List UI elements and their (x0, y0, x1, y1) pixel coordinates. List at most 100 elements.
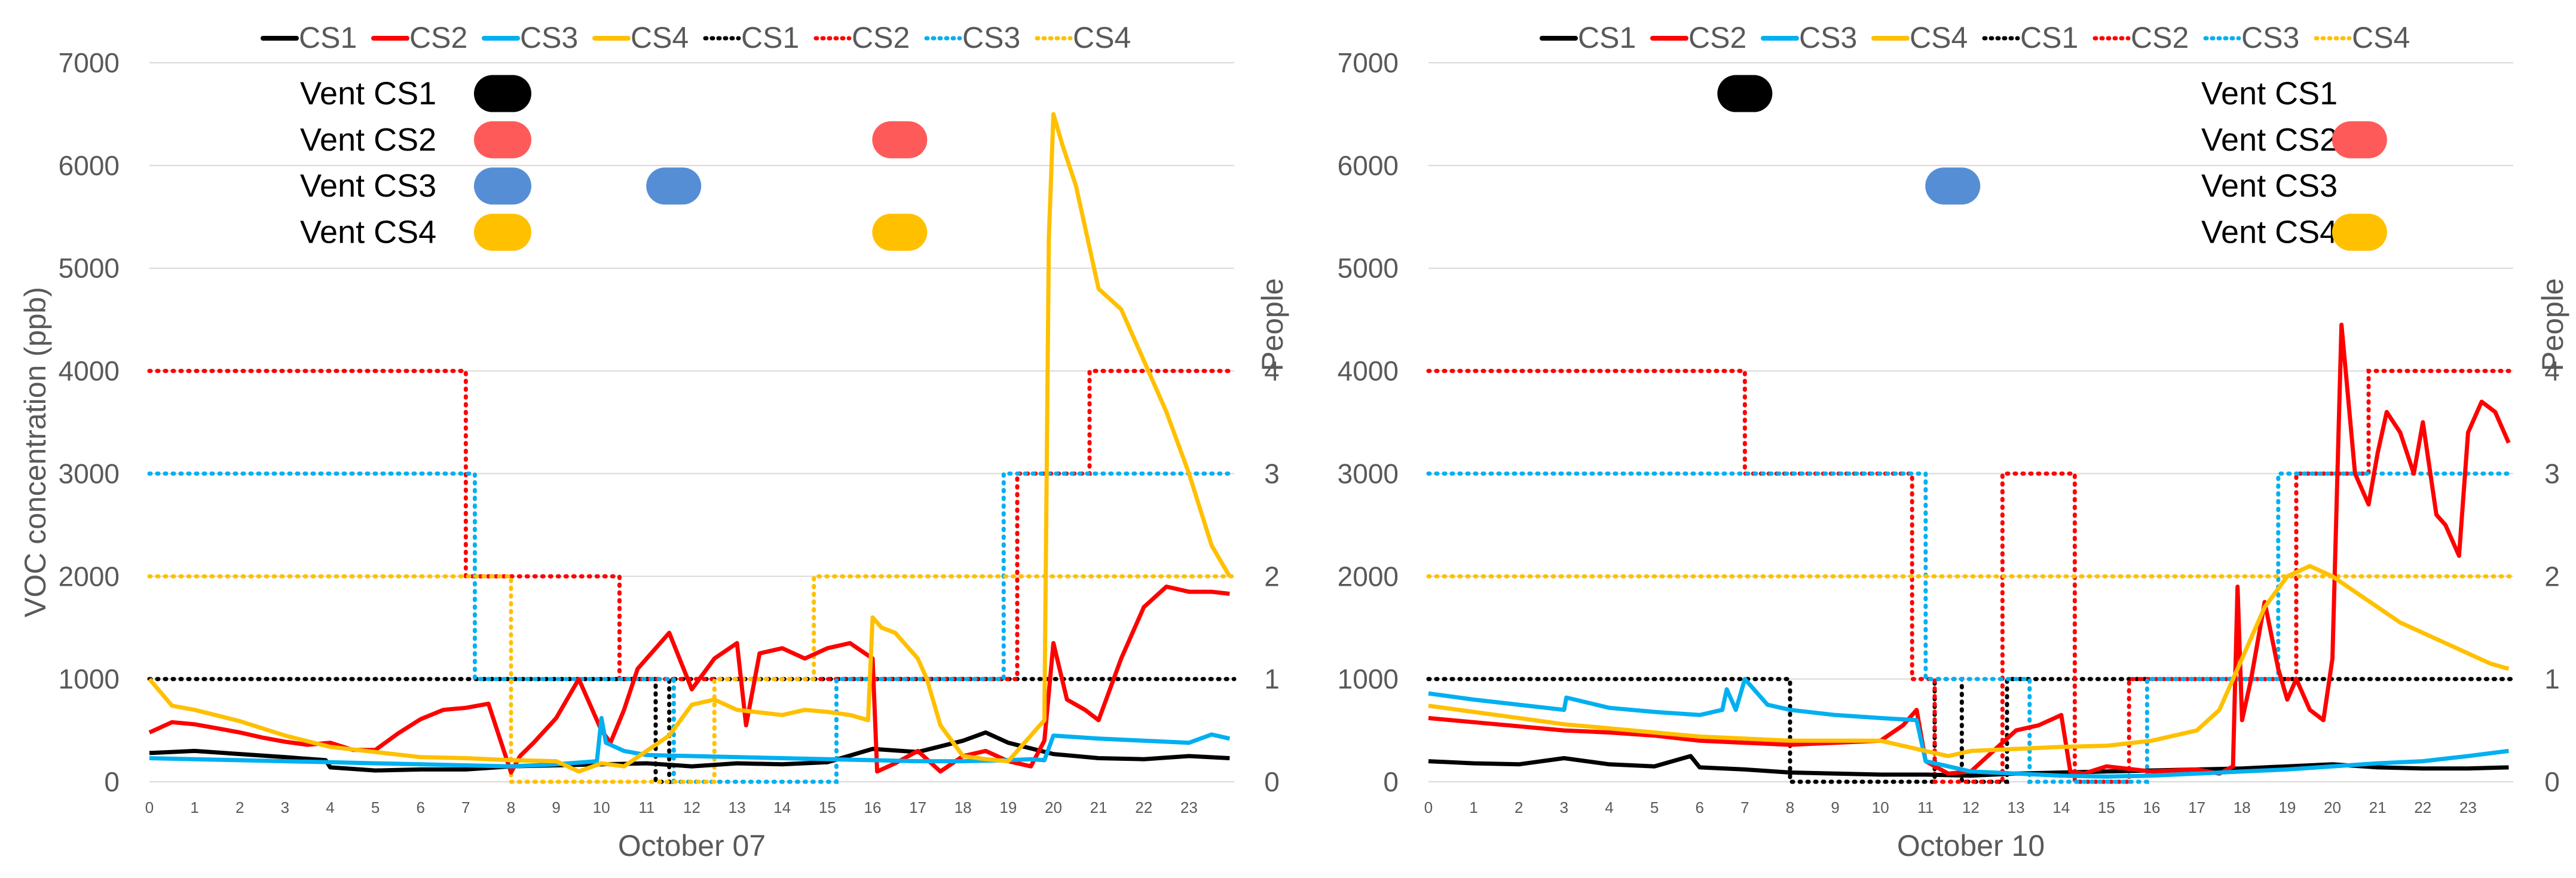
y2-tick-label: 4 (1264, 356, 1280, 387)
x-tick-label: 12 (683, 799, 700, 816)
voc-series-cs3 (149, 715, 1231, 769)
x-tick-label: 21 (1090, 799, 1108, 816)
x-tick-label: 11 (1917, 799, 1933, 816)
x-tick-label: 17 (2188, 799, 2205, 816)
y2-tick-label: 1 (2544, 663, 2560, 695)
legend-label: CS1 (2020, 21, 2078, 54)
y-tick-label: 3000 (1338, 458, 1399, 489)
x-tick-label: 23 (2459, 799, 2477, 816)
x-tick-label: 5 (371, 799, 380, 816)
y2-tick-label: 4 (2544, 356, 2560, 387)
x-tick-label: 8 (507, 799, 515, 816)
x-tick-label: 9 (552, 799, 560, 816)
people-series-cs2 (147, 369, 1237, 681)
y2-tick-label: 2 (1264, 561, 1280, 592)
x-tick-label: 2 (235, 799, 244, 816)
x-tick-label: 8 (1786, 799, 1794, 816)
vent-event-pill (872, 213, 928, 251)
legend-label: CS4 (1073, 21, 1131, 54)
vent-label: Vent CS2 (300, 122, 436, 158)
y-tick-label: 2000 (1338, 561, 1399, 592)
vent-event-pill (1717, 75, 1773, 112)
legend-label: CS3 (1799, 21, 1857, 54)
x-tick-label: 14 (2052, 799, 2070, 816)
vent-legend-pill (474, 167, 531, 205)
legend-label: CS4 (2352, 21, 2410, 54)
x-axis-label: October 10 (1897, 829, 2045, 862)
legend-label: CS3 (2241, 21, 2299, 54)
x-tick-label: 13 (729, 799, 746, 816)
y-tick-label: 5000 (1338, 253, 1399, 284)
x-tick-label: 20 (1045, 799, 1062, 816)
y2-tick-label: 0 (2544, 766, 2560, 797)
vent-event-pill (1925, 167, 1981, 205)
x-tick-label: 12 (1962, 799, 1980, 816)
voc-series-cs4 (1428, 564, 2510, 758)
x-tick-label: 7 (1740, 799, 1749, 816)
y-tick-label: 5000 (59, 253, 120, 284)
x-tick-label: 3 (281, 799, 289, 816)
legend-label: CS3 (520, 21, 578, 54)
legend-label: CS2 (2131, 21, 2189, 54)
x-tick-label: 6 (1696, 799, 1704, 816)
x-tick-label: 22 (1135, 799, 1152, 816)
vent-indicators: Vent CS1 Vent CS2 Vent CS3 Vent CS4 (1717, 75, 2387, 251)
vent-label: Vent CS4 (2201, 215, 2338, 250)
people-series-cs3 (1426, 471, 2516, 784)
x-tick-label: 9 (1831, 799, 1839, 816)
vent-event-pill (872, 121, 928, 158)
legend: CS1 CS2 CS3 CS4 CS1 CS2 CS3 CS4 (261, 21, 1131, 54)
legend-label: CS3 (962, 21, 1020, 54)
vent-event-pill (2332, 213, 2387, 251)
people-series-cs2 (1426, 369, 2516, 784)
people-series-cs4 (147, 574, 1237, 784)
y-tick-label: 6000 (1338, 150, 1399, 181)
y-tick-label: 0 (104, 766, 120, 797)
legend-label: CS2 (852, 21, 910, 54)
x-tick-label: 3 (1560, 799, 1568, 816)
y-tick-label: 6000 (59, 150, 120, 181)
y-tick-label: 7000 (1338, 47, 1399, 78)
vent-label: Vent CS2 (2201, 122, 2338, 158)
x-tick-label: 7 (461, 799, 470, 816)
y2-tick-label: 3 (1264, 458, 1280, 489)
voc-series-cs2 (1428, 322, 2511, 776)
legend-label: CS2 (1688, 21, 1746, 54)
vent-label: Vent CS3 (2201, 168, 2338, 204)
y2-tick-label: 3 (2544, 458, 2560, 489)
y2-tick-label: 0 (1264, 766, 1280, 797)
legend-label: CS2 (409, 21, 467, 54)
x-tick-label: 1 (1469, 799, 1477, 816)
y-tick-label: 3000 (59, 458, 120, 489)
x-tick-label: 14 (773, 799, 791, 816)
x-tick-label: 17 (909, 799, 926, 816)
vent-label: Vent CS4 (300, 215, 436, 250)
x-tick-label: 4 (326, 799, 334, 816)
vent-legend-pill (474, 121, 531, 158)
x-tick-label: 18 (954, 799, 972, 816)
y2-tick-label: 1 (1264, 663, 1280, 695)
x-tick-label: 21 (2369, 799, 2387, 816)
x-axis-label: October 07 (618, 829, 766, 862)
legend: CS1 CS2 CS3 CS4 CS1 CS2 CS3 CS4 (1540, 21, 2410, 54)
y2-axis-label: People (1256, 278, 1289, 371)
x-tick-label: 20 (2324, 799, 2341, 816)
vent-label: Vent CS3 (300, 168, 436, 204)
x-tick-label: 18 (2234, 799, 2251, 816)
y-tick-label: 7000 (59, 47, 120, 78)
vent-event-pill (2332, 121, 2387, 158)
x-tick-label: 15 (819, 799, 836, 816)
y-tick-label: 4000 (59, 356, 120, 387)
x-tick-label: 5 (1650, 799, 1659, 816)
x-tick-label: 23 (1180, 799, 1198, 816)
x-tick-label: 15 (2098, 799, 2115, 816)
x-tick-label: 13 (2008, 799, 2025, 816)
legend-label: CS4 (631, 21, 689, 54)
x-tick-label: 19 (999, 799, 1017, 816)
voc-series-cs3 (1428, 677, 2509, 779)
x-tick-label: 10 (1872, 799, 1889, 816)
vent-legend-pill (474, 213, 531, 251)
